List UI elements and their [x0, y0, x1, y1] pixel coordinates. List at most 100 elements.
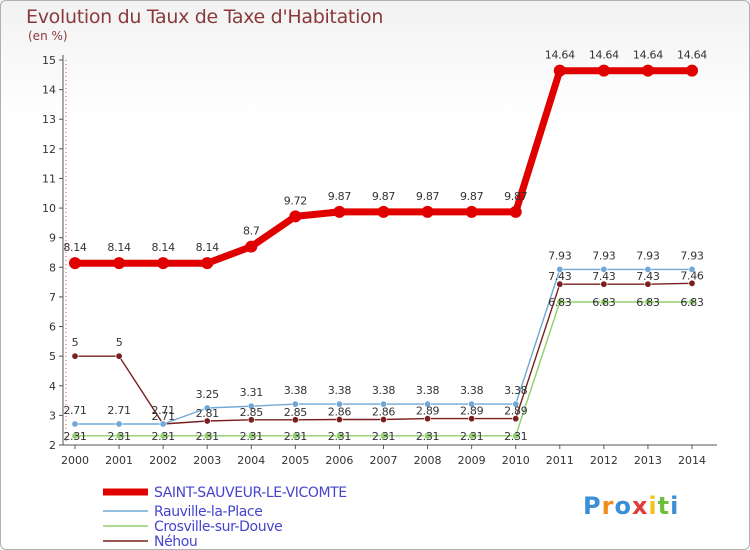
data-label: 2.71 [63, 404, 86, 417]
x-tick-label: 2006 [325, 454, 353, 467]
data-point [115, 420, 123, 428]
data-label: 7.93 [548, 249, 572, 262]
data-point [556, 298, 564, 306]
y-tick-label: 5 [49, 350, 56, 363]
data-point [512, 400, 520, 408]
data-point [203, 404, 211, 412]
data-point [600, 298, 608, 306]
x-tick-label: 2002 [149, 454, 177, 467]
x-tick-label: 2000 [61, 454, 89, 467]
logo-letter: o [614, 492, 632, 520]
data-point [157, 257, 170, 270]
data-label: 2.89 [504, 405, 528, 418]
data-labels: 8.14 8.14 8.14 8.14 8.7 9.72 9.87 9.87 9.87 9.87 9… [63, 49, 707, 443]
data-label: 2.31 [196, 430, 219, 443]
legend-label: Néhou [154, 534, 197, 550]
y-tick-label: 11 [42, 172, 56, 185]
data-point [113, 257, 126, 270]
data-point [71, 432, 79, 440]
legend: SAINT-SAUVEUR-LE-VICOMTE Rauville-la-Plac… [103, 485, 347, 550]
data-point [686, 64, 698, 77]
data-label: 6.83 [636, 296, 660, 309]
data-label: 2.89 [416, 405, 440, 418]
data-label: 2.31 [416, 430, 439, 443]
data-label: 8.14 [151, 241, 175, 254]
data-point [333, 205, 346, 218]
y-tick-label: 14 [42, 84, 56, 97]
data-label: 5 [116, 336, 123, 349]
data-label: 2.31 [328, 430, 351, 443]
data-point [203, 417, 211, 425]
y-tick-label: 15 [42, 54, 56, 67]
data-point [512, 432, 520, 440]
data-point [644, 280, 652, 288]
data-point [379, 432, 387, 440]
data-label: 9.87 [460, 190, 484, 203]
data-point [597, 64, 610, 77]
data-label: 2.71 [151, 410, 174, 423]
y-tick-label: 13 [42, 113, 56, 126]
data-point [335, 400, 343, 408]
data-label: 2.71 [151, 404, 174, 417]
data-label: 14.64 [545, 49, 575, 62]
data-point [115, 432, 123, 440]
y-tick-label: 2 [49, 439, 56, 452]
data-label: 14.64 [677, 49, 707, 62]
data-label: 3.38 [328, 384, 352, 397]
data-label: 8.7 [243, 225, 260, 238]
x-tick-label: 2004 [237, 454, 265, 467]
data-label: 8.14 [63, 241, 87, 254]
data-point [247, 416, 255, 424]
data-label: 2.31 [284, 430, 307, 443]
data-point [335, 416, 343, 424]
data-label: 3.25 [196, 388, 220, 401]
data-label: 2.31 [504, 430, 527, 443]
data-label: 5 [72, 336, 79, 349]
data-point [201, 257, 214, 270]
data-label: 8.14 [196, 241, 220, 254]
logo-letter: i [648, 492, 658, 520]
data-label: 2.85 [240, 406, 264, 419]
data-point [289, 210, 302, 223]
logo-letter: x [631, 492, 649, 520]
data-label: 14.64 [589, 49, 619, 62]
data-label: 3.38 [284, 384, 308, 397]
legend-label: SAINT-SAUVEUR-LE-VICOMTE [154, 485, 347, 501]
logo-letter: i [670, 492, 680, 520]
x-tick-label: 2007 [370, 454, 398, 467]
data-point [379, 416, 387, 424]
data-point [159, 432, 167, 440]
data-point [424, 415, 432, 423]
y-tick-label: 7 [49, 291, 56, 304]
data-label: 7.43 [592, 270, 616, 283]
data-label: 2.86 [328, 406, 352, 419]
data-label: 7.43 [548, 270, 572, 283]
data-label: 2.31 [372, 430, 395, 443]
data-label: 3.38 [460, 384, 484, 397]
data-label: 3.38 [416, 384, 440, 397]
data-label: 6.83 [592, 296, 616, 309]
data-label: 2.89 [460, 405, 484, 418]
y-tick-label: 10 [42, 202, 56, 215]
y-tick-label: 6 [49, 321, 56, 334]
data-label: 2.31 [63, 430, 86, 443]
x-tick-label: 2001 [105, 454, 133, 467]
chart-unit: (en %) [28, 29, 68, 43]
data-label: 7.46 [680, 269, 704, 282]
logo-letter: r [601, 492, 615, 520]
proxiti-logo: Proxiti [583, 492, 679, 520]
logo-letter: P [583, 492, 602, 520]
data-label: 9.87 [328, 190, 352, 203]
data-label: 2.31 [151, 430, 174, 443]
data-point [468, 400, 476, 408]
data-label: 9.87 [504, 190, 528, 203]
axes: 2 3 4 5 6 7 8 9 10 11 12 13 14 15 2000 2001 2002 2003 2004… [42, 54, 717, 467]
data-point [644, 265, 652, 273]
data-label: 2.81 [196, 407, 219, 420]
series-points [69, 64, 698, 440]
x-tick-label: 2005 [281, 454, 309, 467]
data-label: 2.31 [107, 430, 130, 443]
data-point [688, 298, 696, 306]
data-point [71, 420, 79, 428]
data-label: 9.87 [416, 190, 440, 203]
